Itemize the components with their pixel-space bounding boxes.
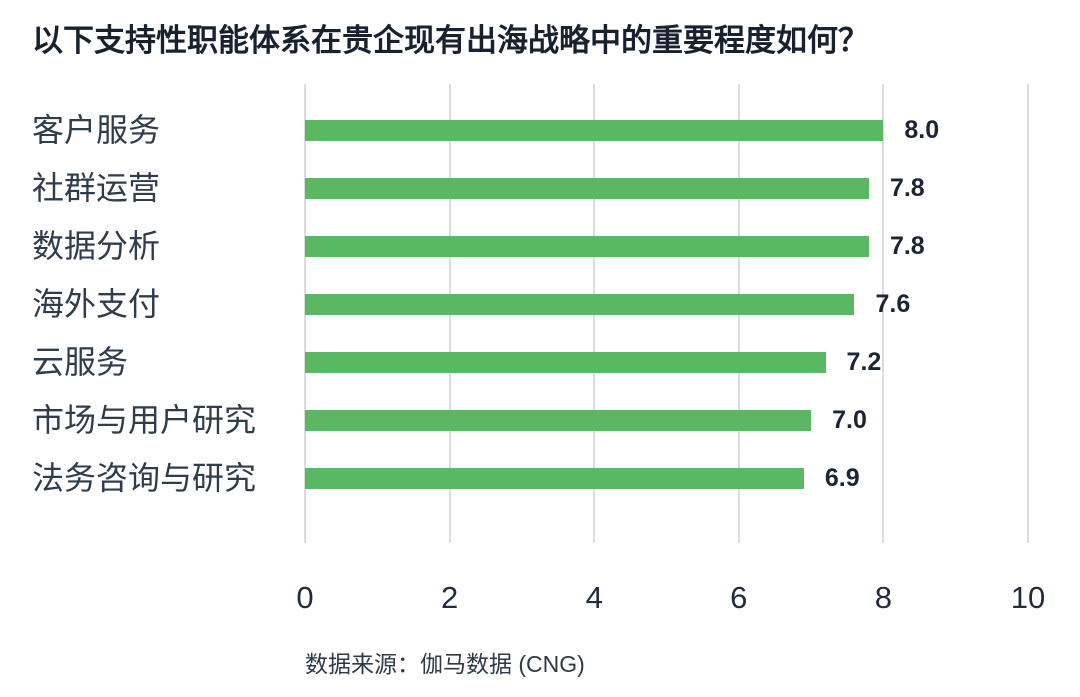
category-label-7: 法务咨询与研究: [32, 460, 257, 496]
gridline-x-8: [882, 84, 885, 543]
x-axis-tick-label-2: 2: [440, 580, 459, 615]
bar-7: [305, 467, 804, 489]
value-label-2: 7.8: [889, 174, 925, 202]
value-label-7: 6.9: [824, 464, 860, 492]
category-label-4: 海外支付: [32, 286, 161, 322]
bar-6: [305, 409, 812, 431]
x-axis-tick-label-10: 10: [1010, 580, 1046, 615]
chart-title: 以下支持性职能体系在贵企现有出海战略中的重要程度如何？: [32, 23, 869, 58]
value-label-1: 8.0: [904, 116, 940, 144]
value-label-6: 7.0: [832, 406, 867, 434]
bar-3: [305, 235, 869, 257]
category-label-6: 市场与用户研究: [32, 402, 257, 438]
gridline-x-10: [1027, 84, 1029, 543]
x-axis-tick-label-6: 6: [730, 580, 748, 615]
x-axis-tick-label-8: 8: [874, 580, 893, 615]
category-label-2: 社群运营: [32, 170, 161, 206]
category-label-5: 云服务: [32, 344, 129, 380]
value-label-4: 7.6: [875, 290, 911, 318]
x-axis-tick-label-0: 0: [296, 580, 314, 615]
bar-4: [305, 293, 855, 315]
value-label-5: 7.2: [846, 348, 882, 376]
bar-5: [305, 351, 826, 373]
value-label-3: 7.8: [889, 232, 925, 260]
category-label-1: 客户服务: [32, 112, 161, 148]
category-label-3: 数据分析: [32, 228, 161, 264]
data-source-note: 数据来源：伽马数据 (CNG): [305, 651, 585, 677]
bar-2: [305, 177, 869, 199]
bar-1: [305, 119, 884, 141]
x-axis-tick-label-4: 4: [585, 580, 603, 615]
